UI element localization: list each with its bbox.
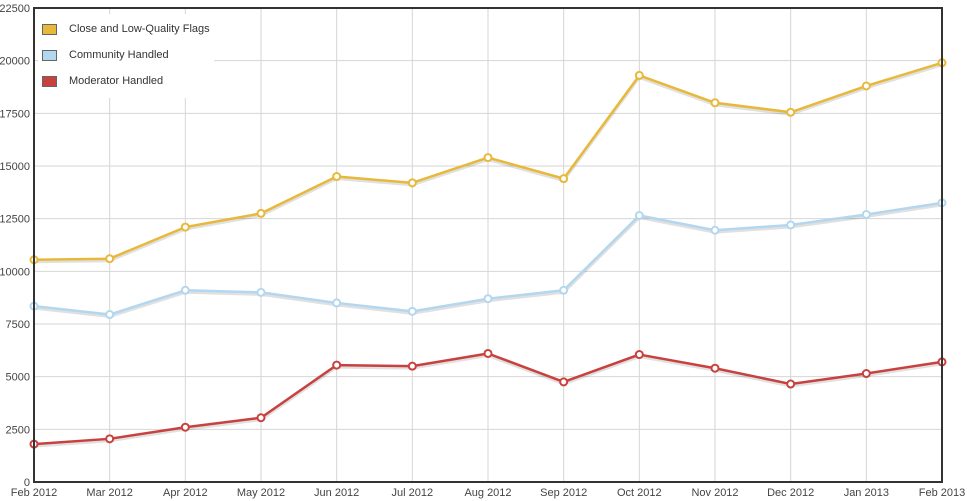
y-tick-label: 20000 xyxy=(0,56,30,68)
x-tick-label: Sep 2012 xyxy=(540,487,587,499)
data-point[interactable] xyxy=(105,310,115,320)
legend-swatch xyxy=(42,75,57,87)
data-point[interactable] xyxy=(180,422,190,432)
x-tick-label: Jul 2012 xyxy=(392,487,434,499)
x-tick-label: Nov 2012 xyxy=(691,487,738,499)
data-point[interactable] xyxy=(861,81,871,91)
data-point[interactable] xyxy=(710,225,720,235)
data-point[interactable] xyxy=(180,285,190,295)
x-tick-label: Dec 2012 xyxy=(767,487,814,499)
y-tick-label: 7500 xyxy=(6,319,30,331)
series-0 xyxy=(29,58,947,265)
data-point[interactable] xyxy=(786,107,796,117)
data-point[interactable] xyxy=(786,379,796,389)
series-1 xyxy=(29,198,947,320)
x-tick-label: Feb 2012 xyxy=(11,487,57,499)
legend-swatch xyxy=(42,23,57,35)
y-tick-label: 22500 xyxy=(0,3,30,15)
data-point[interactable] xyxy=(180,222,190,232)
y-tick-label: 0 xyxy=(24,477,30,489)
legend-label: Close and Low-Quality Flags xyxy=(69,23,210,35)
data-point[interactable] xyxy=(710,98,720,108)
x-tick-label: Mar 2012 xyxy=(86,487,132,499)
data-point[interactable] xyxy=(559,285,569,295)
plot-frame xyxy=(33,7,943,483)
series-lines xyxy=(29,58,947,449)
data-point[interactable] xyxy=(105,434,115,444)
x-tick-label: Aug 2012 xyxy=(464,487,511,499)
x-axis-ticks: Feb 2012 Mar 2012 Apr 2012 May 2012 Jun 2012… xyxy=(11,487,965,499)
data-point[interactable] xyxy=(332,172,342,182)
data-point[interactable] xyxy=(105,254,115,264)
data-point[interactable] xyxy=(634,70,644,80)
y-tick-label: 10000 xyxy=(0,266,30,278)
data-point[interactable] xyxy=(634,350,644,360)
y-tick-label: 15000 xyxy=(0,161,30,173)
data-point[interactable] xyxy=(407,306,417,316)
data-point[interactable] xyxy=(256,287,266,297)
x-tick-label: May 2012 xyxy=(237,487,285,499)
data-point[interactable] xyxy=(634,211,644,221)
legend-item-community-handled: Community Handled xyxy=(42,42,210,68)
data-point[interactable] xyxy=(256,208,266,218)
data-point[interactable] xyxy=(483,294,493,304)
y-axis-ticks: 0 2500 5000 7500 10000 12500 15000 17500 20000 22… xyxy=(0,3,30,489)
data-point[interactable] xyxy=(559,377,569,387)
data-point[interactable] xyxy=(256,413,266,423)
series-2 xyxy=(29,348,947,449)
x-tick-label: Jun 2012 xyxy=(314,487,359,499)
data-point[interactable] xyxy=(861,369,871,379)
data-point[interactable] xyxy=(483,348,493,358)
x-tick-label: Apr 2012 xyxy=(163,487,208,499)
data-point[interactable] xyxy=(559,174,569,184)
y-tick-label: 5000 xyxy=(6,372,30,384)
data-point[interactable] xyxy=(407,178,417,188)
data-point[interactable] xyxy=(407,361,417,371)
x-tick-label: Jan 2013 xyxy=(844,487,889,499)
legend-item-close-flags: Close and Low-Quality Flags xyxy=(42,16,210,42)
x-tick-label: Oct 2012 xyxy=(617,487,662,499)
legend-label: Moderator Handled xyxy=(69,75,164,87)
data-point[interactable] xyxy=(710,363,720,373)
legend-item-moderator-handled: Moderator Handled xyxy=(42,68,210,94)
y-tick-label: 2500 xyxy=(6,424,30,436)
y-tick-label: 17500 xyxy=(0,108,30,120)
data-point[interactable] xyxy=(332,360,342,370)
x-tick-label: Feb 2013 xyxy=(919,487,965,499)
legend-label: Community Handled xyxy=(69,49,169,61)
data-point[interactable] xyxy=(786,220,796,230)
data-point[interactable] xyxy=(861,209,871,219)
legend-swatch xyxy=(42,49,57,61)
legend: Close and Low-Quality Flags Community Ha… xyxy=(38,14,214,98)
data-point[interactable] xyxy=(332,298,342,308)
y-tick-label: 12500 xyxy=(0,214,30,226)
data-point[interactable] xyxy=(483,153,493,163)
